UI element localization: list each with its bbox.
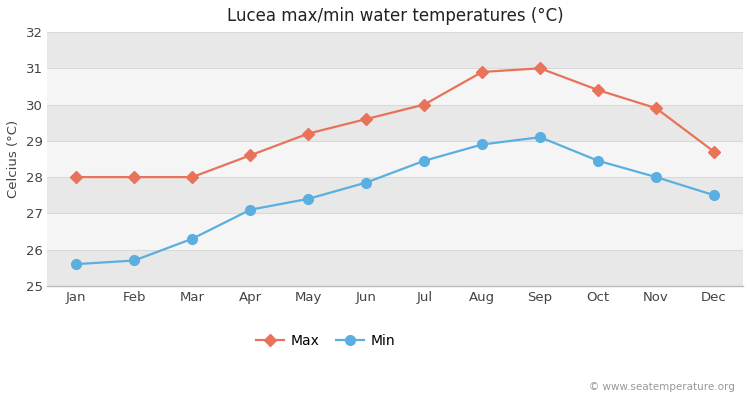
Min: [188, 236, 196, 241]
Bar: [47, 213, 743, 250]
Max: [478, 70, 487, 74]
Min: [478, 142, 487, 147]
Title: Lucea max/min water temperatures (°C): Lucea max/min water temperatures (°C): [227, 7, 563, 25]
Max: [304, 131, 313, 136]
Min: [72, 262, 81, 266]
Max: [652, 106, 661, 111]
Bar: [47, 250, 743, 286]
Max: [72, 175, 81, 180]
Text: © www.seatemperature.org: © www.seatemperature.org: [590, 382, 735, 392]
Max: [593, 88, 602, 92]
Bar: [47, 68, 743, 104]
Legend: Max, Min: Max, Min: [251, 328, 401, 354]
Min: [593, 158, 602, 163]
Max: [536, 66, 544, 71]
Min: [536, 135, 544, 140]
Bar: [47, 177, 743, 213]
Min: [130, 258, 139, 263]
Min: [420, 158, 429, 163]
Max: [420, 102, 429, 107]
Bar: [47, 141, 743, 177]
Bar: [47, 32, 743, 68]
Min: [652, 175, 661, 180]
Min: [362, 180, 370, 185]
Line: Min: Min: [71, 132, 719, 269]
Max: [362, 117, 370, 122]
Min: [246, 207, 255, 212]
Y-axis label: Celcius (°C): Celcius (°C): [7, 120, 20, 198]
Max: [188, 175, 196, 180]
Max: [130, 175, 139, 180]
Line: Max: Max: [72, 64, 718, 181]
Bar: [47, 104, 743, 141]
Max: [710, 149, 718, 154]
Min: [710, 193, 718, 198]
Min: [304, 196, 313, 201]
Max: [246, 153, 255, 158]
